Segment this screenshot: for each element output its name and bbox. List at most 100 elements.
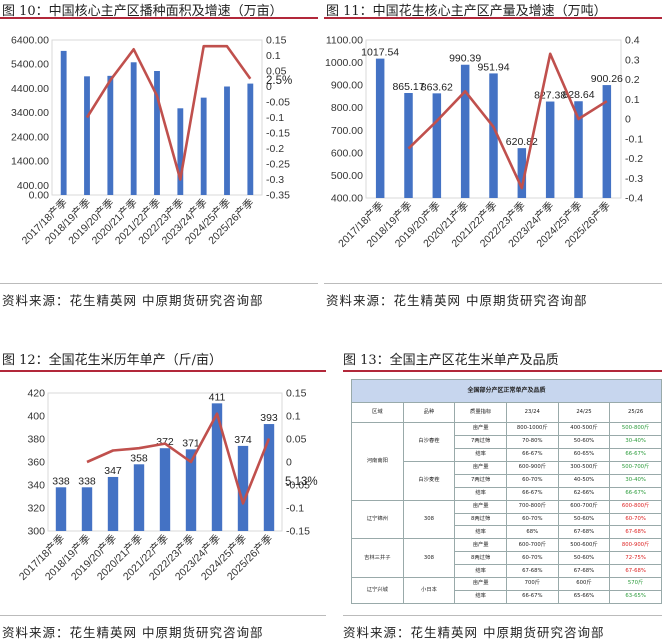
cell-2324: 700斤 [505,577,559,592]
rule-fig11 [324,17,662,19]
bar [185,449,197,531]
data-label: 338 [52,475,70,487]
y-tick-label: 6400.00 [11,35,49,47]
growth-line [85,44,252,181]
y-tick-label: 3400.00 [11,107,49,119]
y2-tick-label: 0.15 [266,35,287,47]
cell-region: 吉林三井子 [351,538,404,579]
y-tick-label: 700.00 [331,125,363,137]
cell-metric: 亩产量 [454,538,507,553]
y-tick-label: 1400.00 [11,156,49,168]
cell-2324: 66-67% [505,590,559,604]
bar [602,85,612,198]
cell-2425: 67-68% [557,564,611,579]
cell-2526: 500-700斤 [609,460,662,475]
y-tick-label: 5400.00 [11,59,49,71]
y2-tick-label: -0.15 [266,128,290,140]
cell-2324: 700-800斤 [505,499,559,514]
bar [375,58,385,199]
cell-2425: 600-700斤 [557,499,611,514]
data-label: 393 [260,412,278,424]
data-label: 1017.54 [361,47,399,59]
cell-2425: 50-60% [557,435,611,449]
growth-line [86,412,271,505]
data-label: 371 [182,437,200,449]
table-row: 辽宁兴城 小日本 亩产量 700斤 600斤 570斤 [351,577,662,604]
cell-2324: 68% [505,525,559,540]
y2-tick-label: 0.1 [625,94,640,106]
table-row: 白沙麦茬 亩产量 600-900斤 300-500斤 500-700斤 [352,460,662,501]
data-label: 411 [209,391,226,403]
y-tick-label: 300 [27,526,45,538]
cell-2324: 600-700斤 [505,538,559,553]
y-tick-label: 4400.00 [11,83,49,95]
y-tick-label: 380 [27,434,45,446]
cell-2526: 67-68% [609,564,662,579]
y-tick-label: 320 [27,503,45,515]
annotation: 5.13% [285,476,318,488]
y2-tick-label: 0.1 [266,50,281,62]
source-fig13: 资料来源：花生精英网 中原期货研究咨询部 [343,625,605,640]
y-tick-label: 400.00 [331,193,363,205]
cell-region: 辽宁兴城 [351,577,404,604]
table-row: 河南南阳 白沙春茬 亩产量 800-1000斤 400-500斤 500-800斤 [351,422,662,501]
cell-metric: 结率 [454,564,507,579]
cell-2526: 30-40% [609,435,662,449]
cell-2425: 50-60% [557,551,611,566]
source-fig10: 资料来源：花生精英网 中原期货研究咨询部 [2,293,264,308]
bar [263,424,275,531]
y2-tick-label: -0.05 [266,97,290,109]
y2-tick-label: 0.05 [266,66,287,78]
y2-tick-label: -0.25 [266,159,290,171]
y2-tick-label: -0.3 [625,173,643,185]
cell-2324: 66-67% [505,447,559,462]
cell-2526: 72-75% [609,551,662,566]
cell-2425: 50-60% [557,512,611,527]
table-row: 结率 66-67% 60-65% 66-67% [352,447,662,462]
table-row: 8两过筛 60-70% 50-60% 72-75% [352,551,662,566]
cell-metric: 7两过筛 [454,473,507,488]
cell-2324: 66-67% [505,486,559,501]
table-row: 辽宁锦州 308 亩产量 700-800斤 600-700斤 600-800斤 [351,499,662,540]
y2-tick-label: -0.2 [266,143,284,155]
y2-tick-label: 0.4 [625,35,640,47]
y-tick-label: 600.00 [331,147,363,159]
bar [200,97,207,195]
y2-tick-label: -0.35 [266,190,290,202]
cell-region: 河南南阳 [351,422,404,501]
cell-2324: 800-1000斤 [505,422,559,437]
rule-gray-fig11 [324,283,662,284]
data-label: 863.62 [421,81,453,93]
data-label: 372 [156,436,174,448]
source-fig11: 资料来源：花生精英网 中原期货研究咨询部 [326,293,588,308]
data-label: 374 [234,434,252,446]
y2-tick-label: 0 [266,81,272,93]
bar [574,101,583,198]
cell-2526: 66-67% [609,447,662,462]
bar [81,487,93,531]
rule-fig10 [0,17,318,19]
cell-2324: 60-70% [505,473,559,488]
rule-gray-fig12 [0,615,326,616]
cell-metric: 结率 [454,590,507,604]
table-header: 23/24 [505,401,559,424]
bar [404,93,413,198]
rule-fig12 [0,370,326,372]
rule-gray-fig13 [343,615,662,616]
cell-2425: 300-500斤 [557,460,611,475]
cell-variety: 白沙春茬 [402,422,456,462]
table-header: 区域 [351,401,404,424]
y-tick-label: 1100.00 [326,35,363,47]
y2-tick-label: -0.1 [286,503,304,515]
cell-2526: 67-68% [609,525,662,540]
cell-metric: 8两过筛 [454,512,507,527]
bar [154,71,160,195]
cell-2425: 67-68% [557,525,611,540]
y-tick-label: 400 [27,411,45,423]
cell-2425: 40-50% [557,473,611,488]
bar [177,108,184,195]
bar [107,75,114,195]
y-tick-label: 400.00 [17,180,49,192]
annotation: 2.5% [266,75,292,87]
